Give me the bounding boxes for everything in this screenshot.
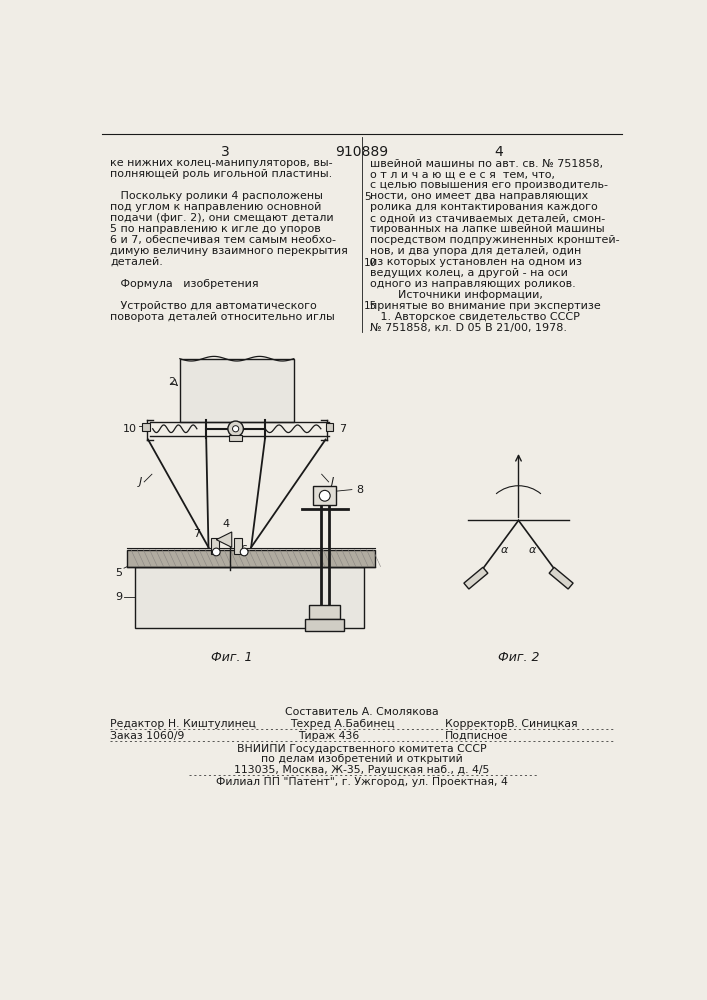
Text: полняющей роль игольной пластины.: полняющей роль игольной пластины. (110, 169, 332, 179)
Text: 4: 4 (223, 519, 230, 529)
Text: о т л и ч а ю щ е е с я  тем, что,: о т л и ч а ю щ е е с я тем, что, (370, 169, 555, 179)
Text: 8: 8 (356, 485, 363, 495)
Bar (309, 605, 340, 619)
Text: нов, и два упора для деталей, один: нов, и два упора для деталей, один (370, 246, 581, 256)
Text: Филиал ПП "Патент", г. Ужгород, ул. Проектная, 4: Филиал ПП "Патент", г. Ужгород, ул. Прое… (216, 777, 508, 787)
Text: димую величину взаимного перекрытия: димую величину взаимного перекрытия (110, 246, 348, 256)
Text: ролика для контактирования каждого: ролика для контактирования каждого (370, 202, 597, 212)
Text: поворота деталей относительно иглы: поворота деталей относительно иглы (110, 312, 335, 322)
Circle shape (240, 548, 248, 556)
Text: ке нижних колец-манипуляторов, вы-: ке нижних колец-манипуляторов, вы- (110, 158, 333, 168)
Text: с одной из стачиваемых деталей, смон-: с одной из стачиваемых деталей, смон- (370, 213, 605, 223)
Polygon shape (464, 567, 488, 589)
Text: тированных на лапке швейной машины: тированных на лапке швейной машины (370, 224, 604, 234)
Bar (305, 619, 344, 631)
Text: 1: 1 (240, 392, 247, 402)
Text: деталей.: деталей. (110, 257, 163, 267)
Text: Формула   изобретения: Формула изобретения (110, 279, 259, 289)
Circle shape (233, 426, 239, 432)
Text: 113035, Москва, Ж-35, Раушская наб., д. 4/5: 113035, Москва, Ж-35, Раушская наб., д. … (234, 765, 490, 775)
Text: из которых установлен на одном из: из которых установлен на одном из (370, 257, 582, 267)
Text: № 751858, кл. D 05 B 21/00, 1978.: № 751858, кл. D 05 B 21/00, 1978. (370, 323, 567, 333)
Text: Поскольку ролики 4 расположены: Поскольку ролики 4 расположены (110, 191, 323, 201)
Text: ности, оно имеет два направляющих: ности, оно имеет два направляющих (370, 191, 588, 201)
Text: Заказ 1060/9: Заказ 1060/9 (110, 731, 185, 741)
Text: одного из направляющих роликов.: одного из направляющих роликов. (370, 279, 575, 289)
Text: 5: 5 (364, 192, 371, 202)
Text: 6: 6 (240, 545, 247, 555)
Text: 5: 5 (115, 568, 122, 578)
Text: 6 и 7, обеспечивая тем самым необхо-: 6 и 7, обеспечивая тем самым необхо- (110, 235, 336, 245)
Text: Техред А.Бабинец: Техред А.Бабинец (290, 719, 395, 729)
Text: 10: 10 (122, 424, 136, 434)
Text: 3: 3 (221, 145, 230, 159)
Text: швейной машины по авт. св. № 751858,: швейной машины по авт. св. № 751858, (370, 158, 603, 168)
Text: принятые во внимание при экспертизе: принятые во внимание при экспертизе (370, 301, 600, 311)
Bar (234, 538, 242, 554)
Text: 4: 4 (495, 145, 503, 159)
Text: 15: 15 (364, 301, 378, 311)
Text: с целью повышения его производитель-: с целью повышения его производитель- (370, 180, 608, 190)
Circle shape (228, 421, 243, 436)
Text: Устройство для автоматического: Устройство для автоматического (110, 301, 317, 311)
Text: по делам изобретений и открытий: по делам изобретений и открытий (261, 754, 463, 764)
Bar (313, 486, 337, 505)
Circle shape (212, 548, 220, 556)
Circle shape (320, 490, 330, 501)
Text: 2: 2 (168, 377, 175, 387)
Text: Фиг. 1: Фиг. 1 (211, 651, 252, 664)
Text: подачи (фиг. 2), они смещают детали: подачи (фиг. 2), они смещают детали (110, 213, 334, 223)
Text: 910889: 910889 (335, 145, 389, 159)
Text: 7: 7 (339, 424, 346, 434)
Bar (142, 423, 150, 431)
Text: 5 по направлению к игле до упоров: 5 по направлению к игле до упоров (110, 224, 321, 234)
Polygon shape (216, 532, 232, 547)
Polygon shape (549, 567, 573, 589)
Text: КорректорВ. Синицкая: КорректорВ. Синицкая (445, 719, 578, 729)
Text: 10: 10 (364, 258, 378, 268)
Text: α: α (501, 545, 508, 555)
Text: ведущих колец, а другой - на оси: ведущих колец, а другой - на оси (370, 268, 568, 278)
Text: Составитель А. Смолякова: Составитель А. Смолякова (285, 707, 439, 717)
Text: Источники информации,: Источники информации, (370, 290, 542, 300)
Bar (325, 423, 333, 431)
Text: 7: 7 (193, 529, 201, 539)
Text: ВНИИПИ Государственного комитета СССР: ВНИИПИ Государственного комитета СССР (237, 744, 486, 754)
Bar (211, 538, 218, 554)
Polygon shape (127, 550, 375, 567)
Bar (230, 435, 242, 441)
Text: Редактор Н. Киштулинец: Редактор Н. Киштулинец (110, 719, 256, 729)
Polygon shape (180, 359, 293, 422)
Text: Тираж 436: Тираж 436 (298, 731, 359, 741)
Text: посредством подпружиненных кронштей-: посредством подпружиненных кронштей- (370, 235, 619, 245)
Text: 1. Авторское свидетельство СССР: 1. Авторское свидетельство СССР (370, 312, 580, 322)
Text: 9: 9 (115, 592, 122, 602)
Polygon shape (135, 567, 363, 628)
Text: α: α (529, 545, 536, 555)
Text: под углом к направлению основной: под углом к направлению основной (110, 202, 322, 212)
Text: J: J (139, 477, 142, 487)
Text: Фиг. 2: Фиг. 2 (498, 651, 539, 664)
Text: Подписное: Подписное (445, 731, 508, 741)
Text: J: J (331, 477, 334, 487)
